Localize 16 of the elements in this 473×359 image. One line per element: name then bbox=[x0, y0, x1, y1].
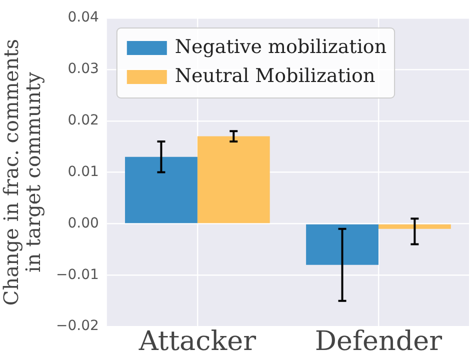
bar bbox=[197, 136, 270, 224]
bar bbox=[125, 156, 198, 224]
y-tick-label: 0.00 bbox=[68, 215, 99, 232]
y-axis-title: Change in frac. comments in target communty bbox=[0, 38, 46, 306]
y-tick-label: 0.04 bbox=[68, 10, 99, 26]
y-tick-label: −0.02 bbox=[56, 318, 99, 334]
legend-label: Neutral Mobilization bbox=[174, 64, 376, 87]
y-tick-label: 0.01 bbox=[68, 164, 99, 180]
y-tick-label: 0.03 bbox=[68, 61, 99, 78]
x-tick-label: Attacker bbox=[138, 326, 256, 357]
y-tick-label: 0.02 bbox=[68, 112, 99, 129]
bar bbox=[306, 224, 378, 265]
bar bbox=[378, 224, 451, 229]
legend-label: Negative mobilization bbox=[174, 36, 387, 58]
x-tick-label: Defender bbox=[314, 326, 442, 357]
y-tick-label: −0.01 bbox=[56, 266, 99, 283]
